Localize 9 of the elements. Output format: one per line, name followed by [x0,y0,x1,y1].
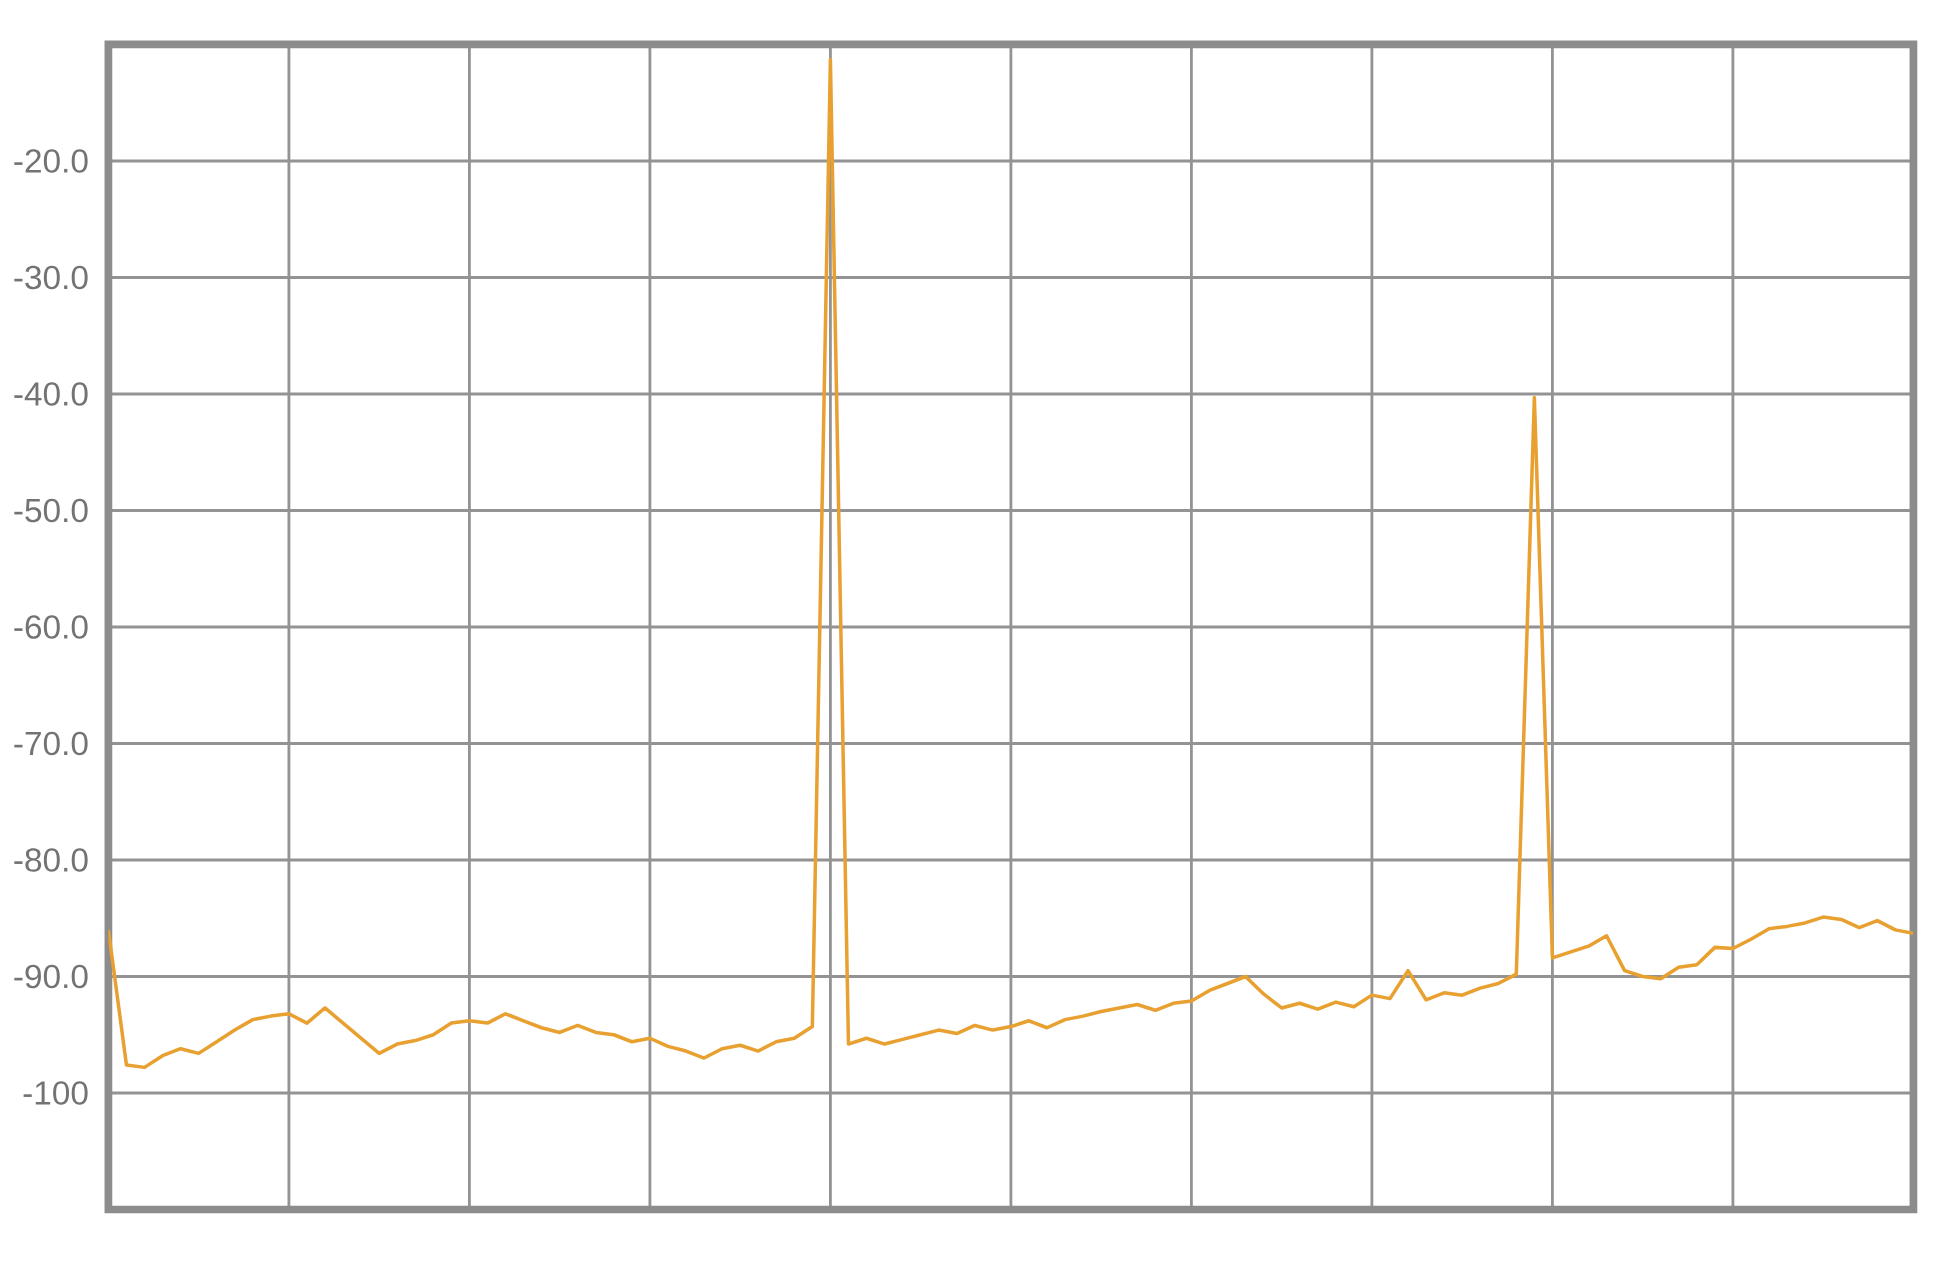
y-tick-label: -80.0 [14,848,88,872]
y-tick-label: -50.0 [14,498,88,523]
y-tick-label: -40.0 [14,382,88,406]
y-tick-label: -100 [23,1081,88,1105]
y-tick-label: -30.0 [14,265,88,290]
y-tick-label: -60.0 [14,615,88,639]
y-tick-label: -90.0 [14,964,88,989]
y-tick-label: -20.0 [14,149,88,173]
y-tick-label: -70.0 [14,731,88,756]
